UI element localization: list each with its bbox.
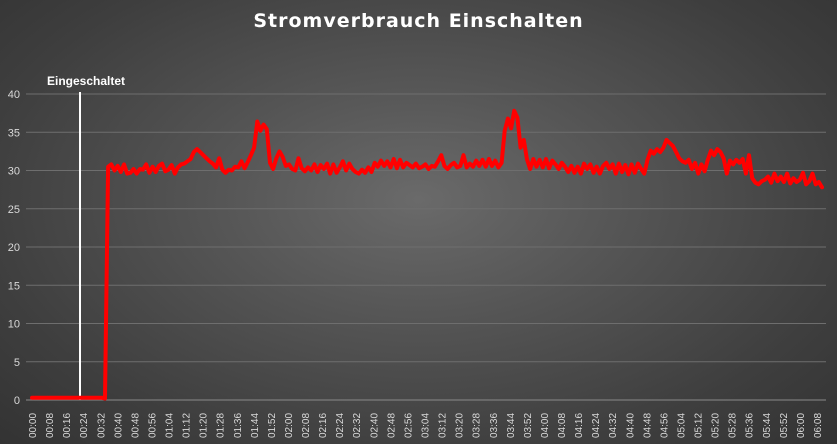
x-tick-label: 01:04 <box>165 413 176 438</box>
marker-label: Eingeschaltet <box>47 74 125 88</box>
x-tick-label: 00:48 <box>130 413 141 438</box>
y-tick-label: 40 <box>8 89 20 101</box>
y-tick-label: 5 <box>14 357 20 369</box>
x-tick-label: 03:28 <box>472 413 483 438</box>
x-tick-label: 02:08 <box>301 413 312 438</box>
x-tick-label: 04:16 <box>574 413 585 438</box>
x-tick-label: 05:52 <box>779 413 790 438</box>
x-tick-label: 04:00 <box>540 413 551 438</box>
x-tick-label: 03:12 <box>438 413 449 438</box>
x-tick-label: 04:56 <box>659 413 670 438</box>
x-tick-label: 00:24 <box>79 413 90 438</box>
x-tick-label: 03:04 <box>421 413 432 438</box>
x-tick-label: 04:48 <box>642 413 653 438</box>
x-tick-label: 05:12 <box>694 413 705 438</box>
x-tick-label: 01:44 <box>250 413 261 438</box>
x-tick-label: 03:52 <box>523 413 534 438</box>
x-tick-label: 01:52 <box>267 413 278 438</box>
x-tick-label: 02:16 <box>318 413 329 438</box>
x-tick-label: 00:16 <box>62 413 73 438</box>
chart-title: Stromverbrauch Einschalten <box>253 10 584 32</box>
x-tick-label: 05:28 <box>728 413 739 438</box>
y-tick-label: 15 <box>8 280 20 292</box>
x-tick-label: 02:40 <box>369 413 380 438</box>
x-tick-label: 06:00 <box>796 413 807 438</box>
x-tick-label: 00:08 <box>45 413 56 438</box>
x-tick-label: 02:56 <box>403 413 414 438</box>
x-tick-label: 05:20 <box>711 413 722 438</box>
x-tick-label: 02:32 <box>352 413 363 438</box>
x-tick-label: 06:08 <box>813 413 824 438</box>
x-tick-label: 00:32 <box>96 413 107 438</box>
x-tick-label: 02:48 <box>386 413 397 438</box>
y-tick-label: 25 <box>8 204 20 216</box>
x-tick-label: 04:32 <box>608 413 619 438</box>
x-tick-label: 03:20 <box>455 413 466 438</box>
x-tick-label: 03:36 <box>489 413 500 438</box>
x-tick-label: 01:12 <box>182 413 193 438</box>
y-tick-label: 20 <box>8 242 20 254</box>
x-tick-label: 03:44 <box>506 413 517 438</box>
y-tick-label: 0 <box>14 395 20 407</box>
x-tick-label: 05:44 <box>762 413 773 438</box>
x-tick-label: 00:56 <box>147 413 158 438</box>
x-tick-label: 00:40 <box>113 413 124 438</box>
y-tick-label: 10 <box>8 319 20 331</box>
x-tick-label: 04:08 <box>557 413 568 438</box>
x-tick-label: 01:36 <box>233 413 244 438</box>
y-tick-label: 30 <box>8 166 20 178</box>
series-line <box>30 108 824 401</box>
x-tick-label: 01:28 <box>216 413 227 438</box>
x-tick-label: 05:36 <box>745 413 756 438</box>
x-tick-label: 02:24 <box>335 413 346 438</box>
x-tick-label: 05:04 <box>676 413 687 438</box>
x-tick-label: 02:00 <box>284 413 295 438</box>
x-tick-label: 00:00 <box>28 413 39 438</box>
x-tick-label: 04:40 <box>625 413 636 438</box>
x-tick-label: 01:20 <box>199 413 210 438</box>
x-tick-label: 04:24 <box>591 413 602 438</box>
y-tick-label: 35 <box>8 127 20 139</box>
